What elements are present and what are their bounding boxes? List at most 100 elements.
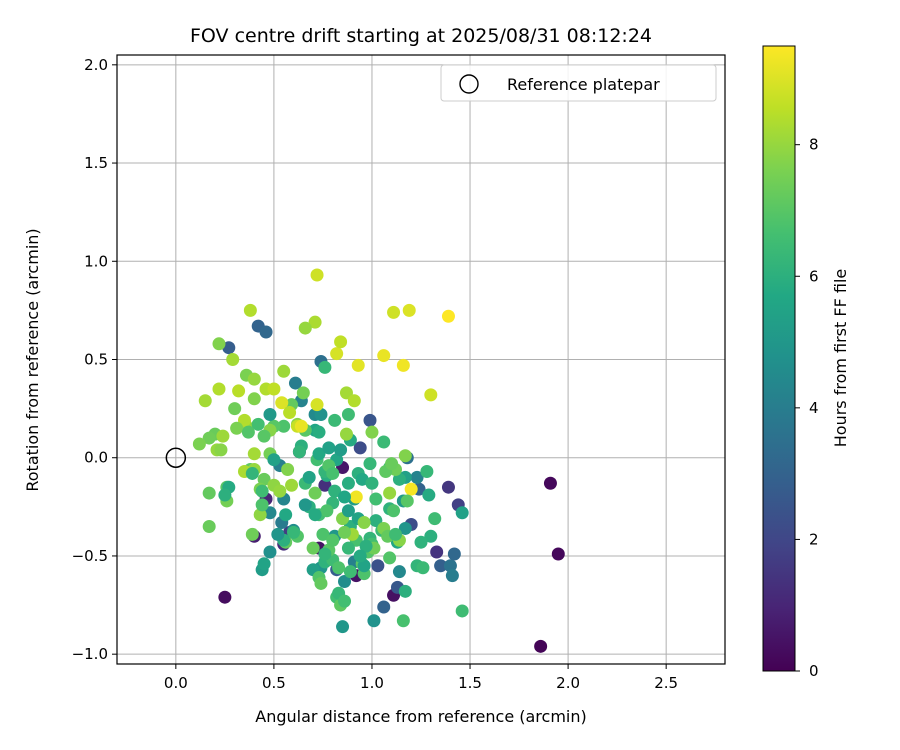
data-point xyxy=(263,506,277,520)
data-point xyxy=(398,449,412,463)
data-point xyxy=(402,303,416,317)
data-point xyxy=(332,561,346,575)
data-point xyxy=(455,506,469,520)
data-point xyxy=(434,559,448,573)
legend: Reference platepar xyxy=(440,64,717,102)
data-point xyxy=(339,427,353,441)
data-point xyxy=(326,533,340,547)
data-point xyxy=(443,559,457,573)
data-point xyxy=(371,559,385,573)
data-point xyxy=(218,488,232,502)
data-point xyxy=(285,478,299,492)
data-point xyxy=(320,504,334,518)
data-point xyxy=(263,408,277,422)
data-point xyxy=(341,476,355,490)
x-tick-label: 0.5 xyxy=(262,674,286,692)
data-point xyxy=(275,396,289,410)
colorbar-tick-label: 0 xyxy=(809,662,819,680)
data-point xyxy=(551,547,565,561)
colorbar-tick-label: 8 xyxy=(809,136,819,154)
data-point xyxy=(422,488,436,502)
data-point xyxy=(377,349,391,363)
data-point xyxy=(247,392,261,406)
data-point xyxy=(212,337,226,351)
data-point xyxy=(267,382,281,396)
data-point xyxy=(198,394,212,408)
data-point xyxy=(318,547,332,561)
data-point xyxy=(318,360,332,374)
data-point xyxy=(318,478,332,492)
data-point xyxy=(281,463,295,477)
data-point xyxy=(253,508,267,522)
data-point xyxy=(341,541,355,555)
data-point xyxy=(441,480,455,494)
y-tick-label: 1.0 xyxy=(84,252,108,270)
data-point xyxy=(279,508,293,522)
colorbar-tick-label: 2 xyxy=(809,530,819,548)
data-point xyxy=(351,358,365,372)
data-point xyxy=(251,417,265,431)
data-point xyxy=(410,470,424,484)
data-point xyxy=(308,315,322,329)
data-point xyxy=(316,527,330,541)
data-point xyxy=(369,514,383,528)
data-point xyxy=(428,512,442,526)
data-point xyxy=(212,382,226,396)
data-point xyxy=(336,620,350,634)
data-point xyxy=(314,408,328,422)
data-point xyxy=(312,447,326,461)
data-point xyxy=(341,408,355,422)
data-point xyxy=(367,614,381,628)
data-point xyxy=(338,594,352,608)
data-point xyxy=(387,504,401,518)
data-point xyxy=(334,443,348,457)
data-point xyxy=(310,398,324,412)
data-point xyxy=(392,565,406,579)
data-point xyxy=(400,494,414,508)
data-point xyxy=(365,425,379,439)
data-point xyxy=(445,569,459,583)
data-point xyxy=(243,303,257,317)
data-point xyxy=(308,508,322,522)
data-point xyxy=(328,484,342,498)
x-axis-ticks: 0.0 0.5 1.0 1.5 2.0 2.5 xyxy=(164,664,678,692)
data-point xyxy=(353,549,367,563)
data-point xyxy=(255,484,269,498)
data-point xyxy=(353,441,367,455)
reference-marker-group xyxy=(165,447,187,468)
data-point xyxy=(245,527,259,541)
y-tick-label: −1.0 xyxy=(72,645,108,663)
data-point xyxy=(306,541,320,555)
data-point xyxy=(343,565,357,579)
data-point xyxy=(389,527,403,541)
data-point xyxy=(247,447,261,461)
data-point xyxy=(218,590,232,604)
colorbar: 0 2 4 6 8 Hours from first FF file xyxy=(762,45,850,680)
data-point xyxy=(257,429,271,443)
data-point xyxy=(424,388,438,402)
legend-reference-marker xyxy=(459,74,479,94)
data-point xyxy=(310,268,324,282)
data-point xyxy=(455,604,469,618)
x-tick-label: 2.0 xyxy=(556,674,580,692)
data-point xyxy=(216,429,230,443)
data-point xyxy=(230,421,244,435)
data-point xyxy=(349,490,363,504)
colorbar-tick-label: 6 xyxy=(809,267,819,285)
data-point xyxy=(245,466,259,480)
data-point xyxy=(288,376,302,390)
data-point xyxy=(420,464,434,478)
data-point xyxy=(259,325,273,339)
y-axis-ticks: −1.0 −0.5 0.0 0.5 1.0 1.5 2.0 xyxy=(72,56,117,663)
x-tick-label: 2.5 xyxy=(654,674,678,692)
data-point xyxy=(363,457,377,471)
data-point xyxy=(377,435,391,449)
data-point xyxy=(338,525,352,539)
data-point xyxy=(298,321,312,335)
data-point xyxy=(296,386,310,400)
data-point xyxy=(430,545,444,559)
y-tick-label: −0.5 xyxy=(72,547,108,565)
data-point xyxy=(441,309,455,323)
data-point xyxy=(330,347,344,361)
